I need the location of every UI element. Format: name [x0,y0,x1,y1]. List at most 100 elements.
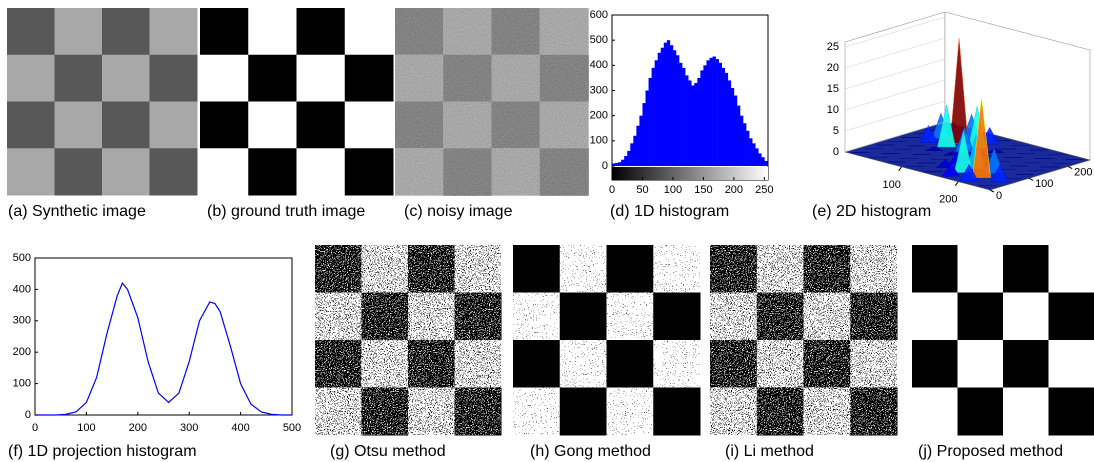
y-tick-label: 0 [602,160,608,172]
noise [958,340,1004,388]
noise [1049,293,1094,341]
bar [658,53,661,166]
noise [653,340,700,388]
noise [455,245,502,293]
bar [749,138,752,166]
noise [850,245,897,293]
pixel-block [55,55,103,102]
x-tick-label: 100 [664,184,682,196]
bar [716,59,719,166]
x-tick-label: 400 [231,422,249,434]
x-tick-label: 200 [725,184,743,196]
y-tick-label: 400 [13,283,31,295]
y-tick-label: 100 [1035,178,1053,190]
bar [679,63,682,166]
noise [912,245,958,293]
bar [652,68,655,166]
noise [540,55,588,102]
pixel-block [345,55,394,102]
noise [958,293,1004,341]
y-tick [1068,167,1072,169]
noise [492,8,540,55]
noise [315,340,362,388]
noise [560,293,607,341]
y-tick-label: 300 [13,315,31,327]
pixel-block [55,102,103,149]
noise [513,388,560,436]
y-tick-label: 500 [13,252,31,264]
noise [710,245,757,293]
noise [757,340,804,388]
bar [752,143,755,166]
noise [513,245,560,293]
noise [560,340,607,388]
bar [636,126,639,166]
noise [710,293,757,341]
x-tick [955,182,958,186]
plot-area [35,258,292,415]
bar [719,63,722,166]
noise [455,340,502,388]
x-tick-label: 100 [882,179,900,191]
bar [722,68,725,166]
bar [703,65,706,166]
pixel-block [248,148,297,195]
y-tick-label: 400 [590,59,608,71]
bar [713,57,716,166]
caption: (b) ground truth image [207,203,365,220]
noise [653,388,700,436]
pixel-block [345,8,394,55]
bar [706,60,709,166]
pixel-block [200,55,249,102]
y-tick [990,190,994,192]
noise [850,293,897,341]
noise [395,8,443,55]
y-tick-label: 200 [1074,166,1092,178]
noise [362,293,409,341]
bar [725,73,728,166]
x-tick-label: 150 [694,184,712,196]
noise [540,102,588,149]
pixel-block [345,102,394,149]
pixel-block [248,8,297,55]
bar [761,157,764,166]
x-tick-label: 200 [129,422,147,434]
noise [443,102,491,149]
bar [618,162,621,166]
bar [691,85,694,166]
caption: (h) Gong method [530,443,651,460]
bar [746,131,749,166]
pixel-block [297,148,346,195]
bar [700,70,703,166]
figure: (a) Synthetic image (b) ground truth ima… [0,0,1094,462]
pixel-block [7,55,55,102]
y-tick-label: 0 [996,190,1002,202]
noise [912,293,958,341]
bar [649,78,652,166]
noise [1049,388,1094,436]
bar [728,80,731,166]
bar [731,88,734,166]
noise [710,388,757,436]
bar [688,80,691,166]
pixel-block [297,55,346,102]
z-tick-label: 15 [827,83,839,95]
z-tick-label: 5 [833,125,839,137]
noise [958,388,1004,436]
bar [755,148,758,166]
noise [710,340,757,388]
noise [653,245,700,293]
noise [362,388,409,436]
bar [615,163,618,166]
bar [758,153,761,166]
pixel-block [7,148,55,195]
noise [1003,245,1049,293]
bar [740,116,743,166]
pixel-block [248,102,297,149]
x-tick-label: 500 [283,422,301,434]
noise [540,8,588,55]
x-tick-label: 250 [755,184,773,196]
bar [667,40,670,166]
bar [661,48,664,166]
noise [1003,293,1049,341]
